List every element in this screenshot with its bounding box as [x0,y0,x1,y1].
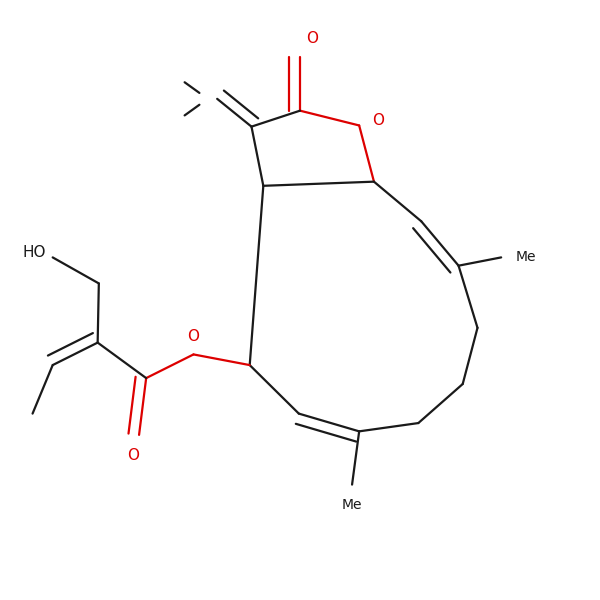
Text: O: O [306,31,318,46]
Text: Me: Me [516,250,536,265]
Text: O: O [372,113,384,128]
Text: HO: HO [22,245,46,260]
Text: Me: Me [342,497,362,512]
Text: O: O [127,448,139,463]
Text: O: O [188,329,200,344]
